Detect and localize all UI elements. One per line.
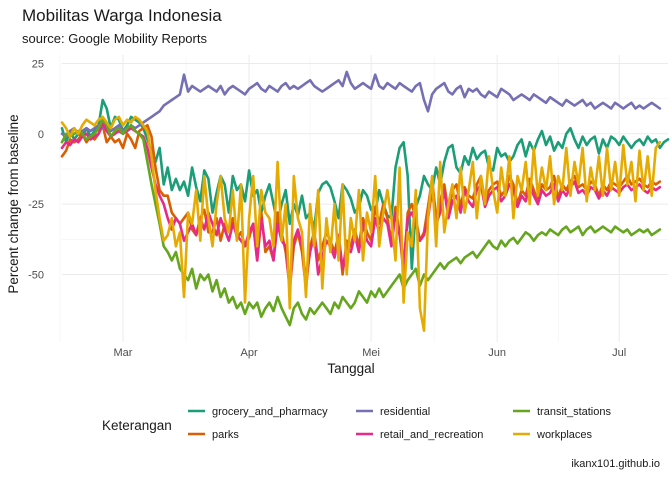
legend-label-grocery_and_pharmacy: grocery_and_pharmacy <box>212 406 328 418</box>
y-tick-label: 0 <box>38 129 44 141</box>
y-tick-label: -25 <box>28 199 44 211</box>
x-tick-label: Mar <box>114 347 133 359</box>
x-tick-label: Mei <box>362 347 380 359</box>
series-line-residential <box>60 70 662 138</box>
y-tick-label: -50 <box>28 269 44 281</box>
x-axis-title: Tanggal <box>327 361 374 376</box>
x-axis-ticks: Mar Apr Mei Jun Jul <box>114 347 627 359</box>
chart-title: Mobilitas Warga Indonesia <box>22 6 222 25</box>
series-line-workplaces <box>60 115 662 333</box>
series-lines <box>60 70 670 333</box>
x-tick-label: Jul <box>612 347 626 359</box>
legend-label-residential: residential <box>380 406 430 418</box>
legend-title: Keterangan <box>102 418 172 433</box>
y-axis-ticks: 25 0 -25 -50 <box>28 58 44 281</box>
x-tick-label: Apr <box>241 347 258 359</box>
series-line-grocery_and_pharmacy <box>60 98 670 271</box>
y-tick-label: 25 <box>32 58 44 70</box>
legend-label-workplaces: workplaces <box>536 429 593 441</box>
legend-label-transit_stations: transit_stations <box>537 406 611 418</box>
chart-caption: ikanx101.github.io <box>571 458 660 470</box>
y-axis-title: Percent change from baseline <box>6 114 21 293</box>
x-tick-label: Jun <box>488 347 506 359</box>
chart-subtitle: source: Google Mobility Reports <box>22 31 207 46</box>
legend-label-retail_and_recreation: retail_and_recreation <box>380 429 483 441</box>
legend-label-parks: parks <box>212 429 239 441</box>
